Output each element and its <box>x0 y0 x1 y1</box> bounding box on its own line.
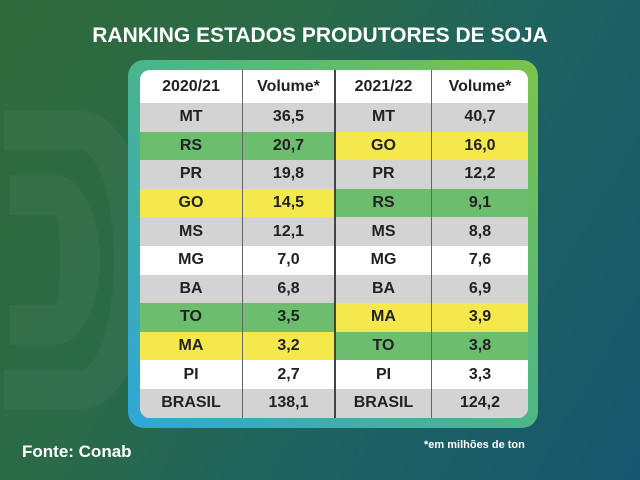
state-2020-cell: BRASIL <box>140 388 243 418</box>
ranking-table-frame: 2020/21 Volume* 2021/22 Volume* MT 36,5 MT… <box>128 60 538 428</box>
table-row: MT 36,5 MT 40,7 <box>140 103 528 132</box>
table-row: MS 12,1 MS 8,8 <box>140 217 528 246</box>
table-header-row: 2020/21 Volume* 2021/22 Volume* <box>140 70 528 103</box>
header-season-2020: 2020/21 <box>140 70 243 103</box>
table-body: MT 36,5 MT 40,7 RS 20,7 GO 16,0 PR 19,8 PR 12,2 GO 14… <box>140 103 528 418</box>
table-row: RS 20,7 GO 16,0 <box>140 131 528 161</box>
volume-2021-cell: 12,2 <box>432 160 528 189</box>
state-2020-cell: MT <box>140 103 243 132</box>
table-row: MA 3,2 TO 3,8 <box>140 331 528 361</box>
volume-2020-cell: 19,8 <box>243 160 336 189</box>
state-2020-cell: TO <box>140 303 243 332</box>
state-2021-cell: TO <box>336 331 432 361</box>
state-2020-cell: BA <box>140 274 243 304</box>
state-2021-cell: BRASIL <box>336 388 432 418</box>
state-2020-cell: RS <box>140 131 243 161</box>
state-2020-cell: MA <box>140 331 243 361</box>
volume-2021-cell: 3,8 <box>432 331 528 361</box>
state-2020-cell: MG <box>140 245 243 275</box>
volume-2020-cell: 7,0 <box>243 245 336 275</box>
header-volume: Volume* <box>432 70 528 103</box>
volume-2021-cell: 3,9 <box>432 303 528 332</box>
state-2021-cell: PR <box>336 160 432 189</box>
header-season-2021: 2021/22 <box>336 70 432 103</box>
state-2021-cell: PI <box>336 360 432 389</box>
volume-2021-cell: 8,8 <box>432 217 528 246</box>
volume-2020-cell: 14,5 <box>243 188 336 218</box>
table-row: GO 14,5 RS 9,1 <box>140 188 528 218</box>
state-2021-cell: RS <box>336 188 432 218</box>
state-2021-cell: MS <box>336 217 432 246</box>
volume-2020-cell: 36,5 <box>243 103 336 132</box>
table-row: PI 2,7 PI 3,3 <box>140 360 528 389</box>
volume-2021-cell: 40,7 <box>432 103 528 132</box>
header-volume: Volume* <box>243 70 336 103</box>
table-row: PR 19,8 PR 12,2 <box>140 160 528 189</box>
state-2020-cell: MS <box>140 217 243 246</box>
volume-2020-cell: 3,5 <box>243 303 336 332</box>
volume-2021-cell: 7,6 <box>432 245 528 275</box>
table-row: BA 6,8 BA 6,9 <box>140 274 528 304</box>
state-2020-cell: GO <box>140 188 243 218</box>
source-label: Fonte: Conab <box>22 442 132 461</box>
volume-2020-cell: 3,2 <box>243 331 336 361</box>
state-2021-cell: MA <box>336 303 432 332</box>
table-row: BRASIL 138,1 BRASIL 124,2 <box>140 388 528 418</box>
background-decoration <box>10 175 100 345</box>
volume-2020-cell: 138,1 <box>243 388 336 418</box>
volume-2021-cell: 9,1 <box>432 188 528 218</box>
unit-note: *em milhões de ton <box>424 439 525 451</box>
volume-2020-cell: 2,7 <box>243 360 336 389</box>
state-2020-cell: PI <box>140 360 243 389</box>
state-2021-cell: BA <box>336 274 432 304</box>
volume-2020-cell: 6,8 <box>243 274 336 304</box>
volume-2020-cell: 12,1 <box>243 217 336 246</box>
ranking-table: 2020/21 Volume* 2021/22 Volume* MT 36,5 MT… <box>140 70 528 418</box>
volume-2021-cell: 3,3 <box>432 360 528 389</box>
state-2021-cell: MG <box>336 245 432 275</box>
volume-2021-cell: 16,0 <box>432 131 528 161</box>
state-2021-cell: MT <box>336 103 432 132</box>
state-2021-cell: GO <box>336 131 432 161</box>
table-row: MG 7,0 MG 7,6 <box>140 245 528 275</box>
page-title: RANKING ESTADOS PRODUTORES DE SOJA <box>92 24 548 47</box>
volume-2021-cell: 124,2 <box>432 388 528 418</box>
volume-2021-cell: 6,9 <box>432 274 528 304</box>
table-row: TO 3,5 MA 3,9 <box>140 303 528 332</box>
volume-2020-cell: 20,7 <box>243 131 336 161</box>
state-2020-cell: PR <box>140 160 243 189</box>
